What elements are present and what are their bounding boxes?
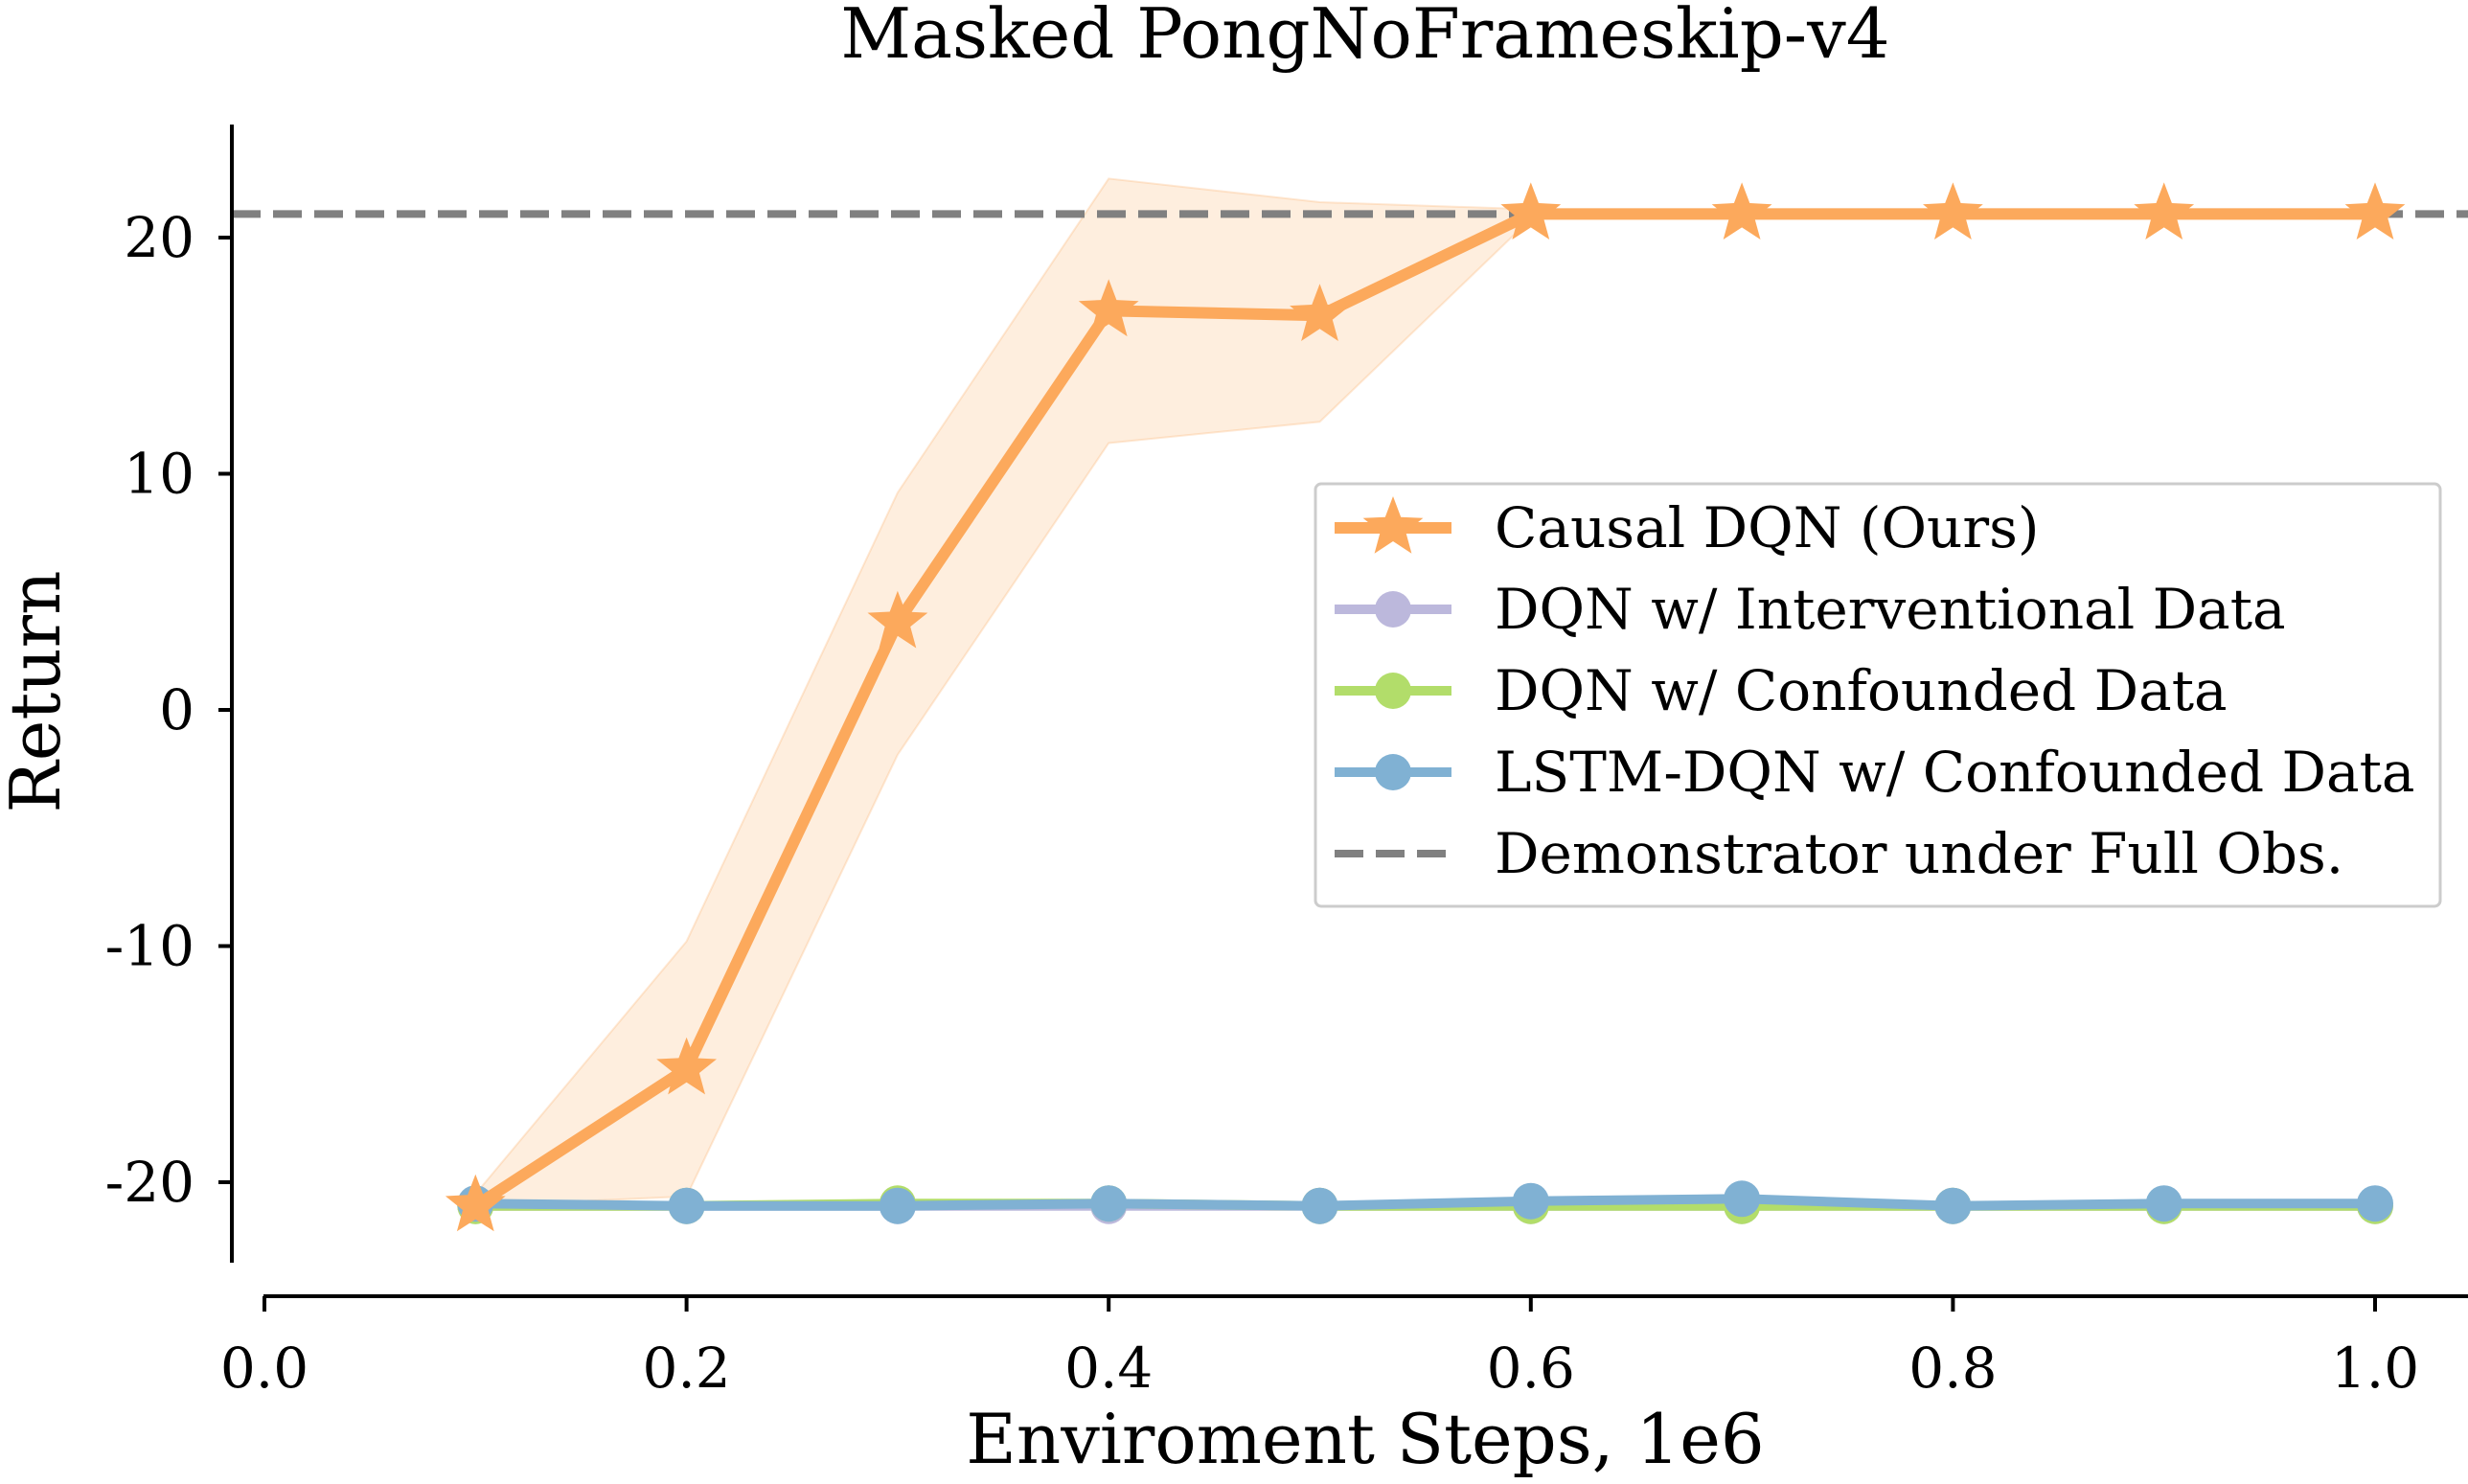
series-1-point [1923,182,1983,240]
y-tick-label: 10 [124,442,194,507]
legend-item: DQN w/ Interventional Data [1335,577,2286,642]
series-4-line [470,1194,2380,1211]
x-tick-label: 0.8 [1908,1336,1997,1401]
legend-label: Demonstrator under Full Obs. [1495,821,2343,886]
series-1-point [2344,182,2406,240]
legend-item: DQN w/ Confounded Data [1335,658,2228,723]
series-layer [445,182,2406,1232]
series-1-point [1290,284,1350,341]
series-4-point [2145,1185,2182,1222]
legend-item: Causal DQN (Ours) [1335,495,2040,560]
legend-label: Causal DQN (Ours) [1495,495,2040,560]
series-4-point [1724,1180,1761,1218]
legend-label: LSTM-DQN w/ Confounded Data [1495,740,2415,805]
y-tick-label: -20 [105,1150,194,1215]
legend-item: LSTM-DQN w/ Confounded Data [1335,740,2415,805]
series-4-point [1934,1187,1972,1224]
x-axis-label: Enviroment Steps, 1e6 [966,1399,1764,1479]
series-4-point [1301,1187,1338,1224]
legend-frame [1314,482,2442,908]
series-4-point [2357,1185,2393,1222]
legend-swatch-marker [1375,754,1411,790]
legend-swatch-marker [1375,673,1411,709]
series-1-point [2134,182,2195,240]
legend-label: DQN w/ Confounded Data [1495,658,2228,723]
series-1-point [1078,279,1139,337]
series-4-point [668,1187,705,1224]
y-tick-label: 0 [159,677,194,742]
legend-label: DQN w/ Interventional Data [1495,577,2286,642]
series-4-point [1090,1185,1128,1222]
series-1 [445,182,2406,1232]
x-tick-label: 0.2 [642,1336,730,1401]
legend-swatch-marker [1362,496,1424,554]
series-1-point [656,1037,717,1095]
series-1-point [867,590,928,649]
y-axis-label: Return [0,571,76,813]
series-1-point [1711,182,1772,240]
series-1-point [1500,182,1562,240]
legend-item: Demonstrator under Full Obs. [1335,821,2343,886]
legend-swatch-marker [1375,591,1411,628]
series-4-point [1512,1182,1549,1220]
x-tick-label: 0.0 [220,1336,308,1401]
y-tick-label: 20 [124,205,194,270]
legend: Causal DQN (Ours) DQN w/ Interventional D… [1314,482,2442,908]
y-tick-label: -10 [105,914,194,979]
chart-title: Masked PongNoFrameskip-v4 [840,0,1889,74]
series-1-point [445,1174,506,1232]
x-tick-label: 0.4 [1064,1336,1153,1401]
series-4 [457,1180,2393,1224]
series-1-line [469,208,2381,1212]
axis-tick-layer: -20 -10 0 10 20 0.0 0.2 0.4 0.6 0.8 1.0 [105,205,2420,1401]
x-tick-label: 1.0 [2331,1336,2419,1401]
x-tick-label: 0.6 [1487,1336,1575,1401]
series-4-point [879,1187,916,1224]
